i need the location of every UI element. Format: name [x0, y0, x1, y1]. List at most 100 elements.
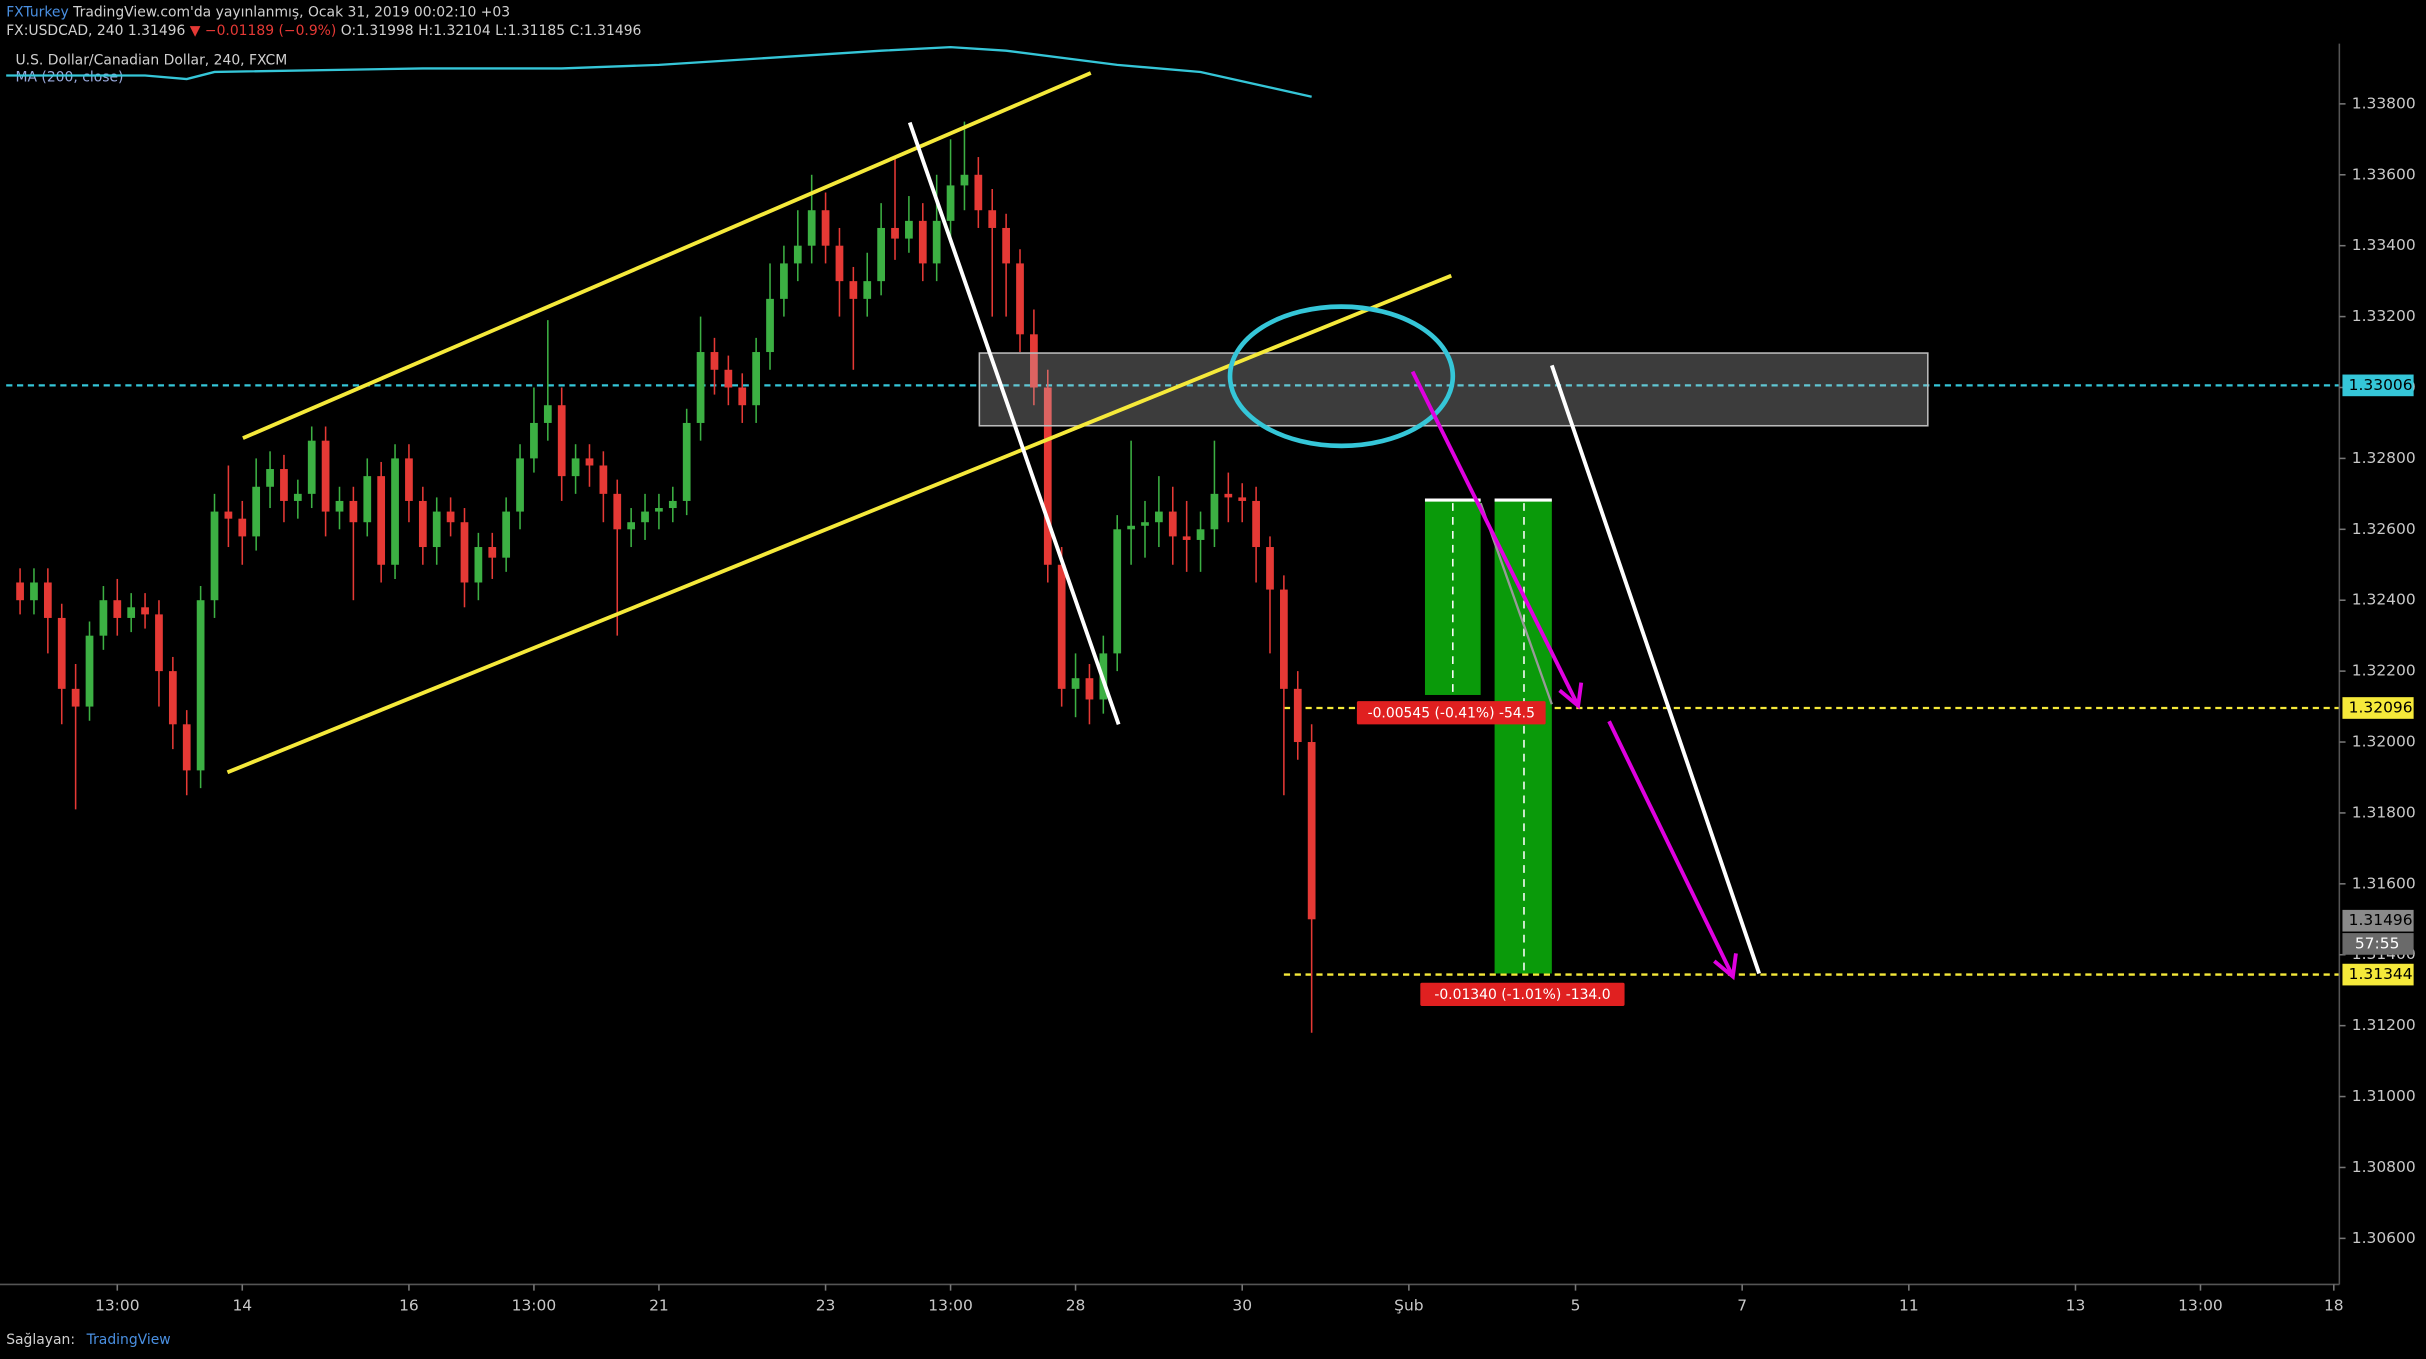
y-tick-label: 1.30600: [2352, 1229, 2416, 1247]
candle-body: [1252, 500, 1260, 548]
candle-body: [488, 547, 497, 558]
price-tag-label: 1.33006: [2349, 376, 2413, 394]
candle-body: [557, 405, 566, 477]
candle-body: [960, 174, 969, 186]
candle-body: [113, 600, 122, 618]
candle-body: [974, 174, 983, 211]
x-tick-label: 16: [399, 1297, 419, 1315]
candle-body: [1210, 493, 1219, 530]
x-tick-label: 13: [2066, 1297, 2086, 1315]
candle-body: [849, 281, 858, 299]
candle-body: [793, 245, 802, 264]
price-tag-label: 1.31344: [2349, 965, 2413, 983]
candle-body: [30, 582, 38, 601]
position-label: -0.00545 (-0.41%) -54.5: [1368, 706, 1535, 722]
y-tick-label: 1.33600: [2352, 165, 2416, 183]
candle-body: [655, 508, 663, 512]
candle-body: [99, 600, 108, 636]
y-tick-label: 1.31600: [2352, 874, 2416, 892]
candle-body: [1196, 529, 1205, 540]
candle-body: [752, 352, 761, 406]
price-tag-label: 1.32096: [2349, 698, 2413, 716]
chart-title: U.S. Dollar/Canadian Dollar, 240, FXCM: [15, 53, 287, 69]
x-tick-label: 18: [2324, 1297, 2344, 1315]
candle-body: [641, 511, 649, 523]
candle-body: [835, 245, 844, 282]
candle-body: [863, 281, 872, 299]
candle-body: [1224, 493, 1233, 498]
candle-body: [1238, 497, 1247, 501]
channel-top: [242, 71, 1092, 440]
arrow-head: [1713, 953, 1738, 981]
arrow: [1607, 720, 1735, 978]
candle-body: [460, 522, 469, 583]
candle-body: [1141, 522, 1149, 526]
candle-body: [807, 210, 816, 246]
channel-bottom: [226, 273, 1452, 775]
candle-body: [474, 547, 483, 583]
change: ▼ −0.01189 (−0.9%): [190, 23, 337, 39]
candle-body: [1280, 589, 1288, 689]
y-tick-label: 1.33400: [2352, 236, 2416, 254]
x-tick-label: Şub: [1394, 1297, 1423, 1315]
candle-body: [266, 469, 274, 487]
candle-body: [196, 600, 205, 771]
axes: 1.306001.308001.310001.312001.314001.316…: [0, 43, 2416, 1315]
candle-body: [377, 476, 386, 565]
candle-body: [516, 458, 524, 512]
candle-body: [155, 614, 163, 672]
y-tick-label: 1.33800: [2352, 94, 2416, 112]
candle-body: [766, 298, 774, 353]
position-label-bg: [1356, 701, 1546, 725]
candle-body: [391, 458, 399, 565]
candle-body: [71, 688, 80, 707]
candle-body: [1266, 547, 1274, 590]
candle-body: [724, 369, 733, 388]
x-tick-label: 5: [1571, 1297, 1581, 1315]
candle-body: [1057, 564, 1066, 689]
footer-label: Sağlayan:: [6, 1332, 75, 1348]
candle-body: [1071, 678, 1080, 689]
ma-legend: MA (200, close): [15, 70, 123, 86]
trend-line: [1550, 364, 1761, 975]
candle-body: [293, 493, 302, 501]
candle-body: [224, 511, 233, 519]
candle-body: [696, 352, 705, 423]
header-line-2: FX:USDCAD, 240 1.31496 ▼ −0.01189 (−0.9%…: [6, 23, 641, 39]
candle-body: [280, 469, 288, 501]
x-tick-label: 13:00: [2178, 1297, 2223, 1315]
zone: [978, 352, 1929, 427]
candle-body: [932, 220, 941, 264]
candle-body: [599, 465, 608, 494]
plot: [6, 45, 2340, 1033]
candle-body: [252, 486, 261, 537]
candle-body: [585, 458, 594, 466]
candle-body: [1085, 678, 1094, 700]
price-tag: [2342, 374, 2414, 397]
arrow: [1410, 370, 1580, 707]
candle-body: [349, 500, 358, 523]
candle-body: [988, 210, 997, 228]
candle-body: [238, 518, 247, 537]
x-tick-label: 13:00: [95, 1297, 140, 1315]
y-tick-label: 1.32800: [2352, 449, 2416, 467]
candle-body: [738, 387, 747, 406]
candle-body: [780, 263, 788, 299]
candle-body: [877, 227, 885, 282]
candle-body: [668, 500, 677, 509]
circle: [1227, 304, 1456, 449]
countdown: 57:55: [2355, 934, 2400, 952]
y-tick-label: 1.32600: [2352, 520, 2416, 538]
y-tick-label: 1.33200: [2352, 307, 2416, 325]
candle-body: [821, 210, 830, 246]
published: TradingView.com'da yayınlanmış, Ocak 31,…: [72, 5, 510, 21]
price-tag: [2342, 909, 2414, 932]
x-tick-label: 28: [1066, 1297, 1086, 1315]
candle-body: [1043, 387, 1052, 565]
candle-body: [168, 671, 177, 725]
symbol: FX:USDCAD, 240: [6, 23, 123, 39]
x-tick-label: 13:00: [928, 1297, 973, 1315]
